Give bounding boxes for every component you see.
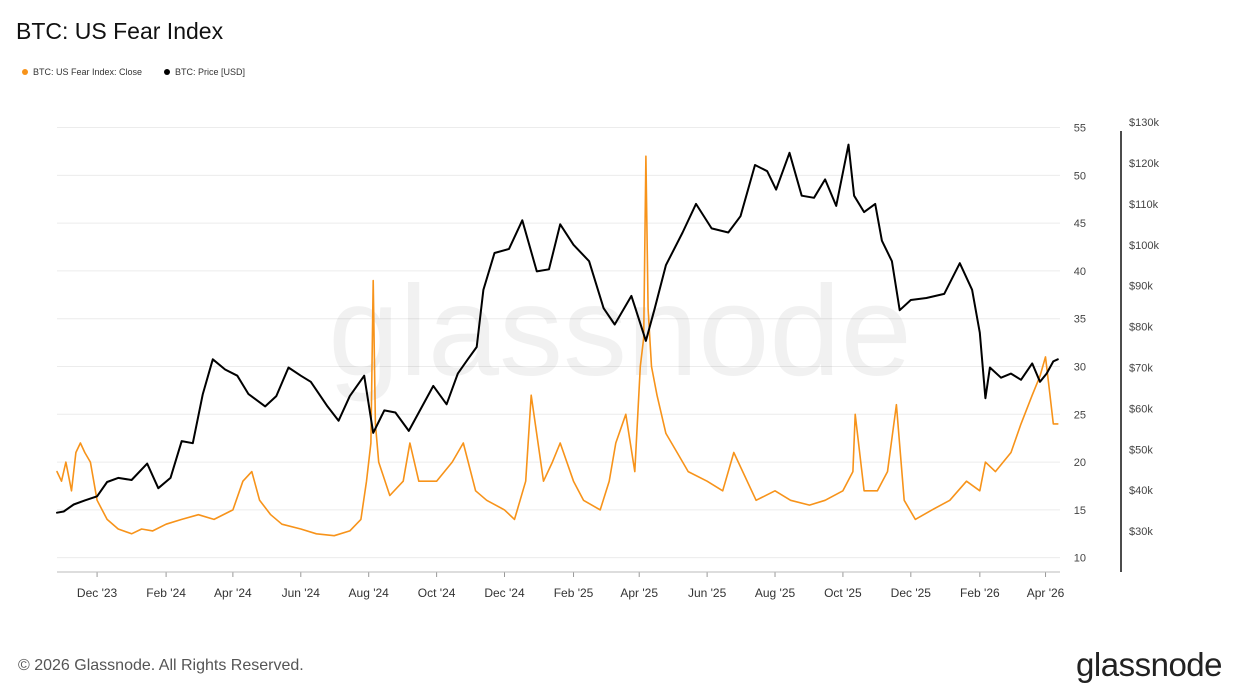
copyright-footer: © 2026 Glassnode. All Rights Reserved. bbox=[18, 657, 304, 674]
right-y-tick-label: $40k bbox=[1129, 485, 1153, 497]
right-y-tick-label: $60k bbox=[1129, 403, 1153, 415]
right-y-tick-label: $80k bbox=[1129, 322, 1153, 334]
x-tick-label: Aug '25 bbox=[755, 586, 796, 600]
legend-label-btc-price: BTC: Price [USD] bbox=[175, 67, 246, 77]
legend-label-fear-index: BTC: US Fear Index: Close bbox=[33, 67, 143, 77]
chart-legend: BTC: US Fear Index: Close BTC: Price [US… bbox=[22, 67, 245, 77]
fear-index-line bbox=[56, 155, 1059, 537]
right-y-tick-label: $130k bbox=[1129, 117, 1159, 129]
left-y-tick-label: 30 bbox=[1074, 362, 1086, 374]
x-tick-label: Feb '26 bbox=[960, 586, 1000, 600]
left-y-tick-label: 15 bbox=[1074, 505, 1086, 517]
x-axis: Dec '23 Feb '24 Apr '24 Jun '24 Aug '24 Oct '… bbox=[57, 571, 1065, 600]
right-y-tick-label: $90k bbox=[1129, 281, 1153, 293]
legend-item-fear-index[interactable]: BTC: US Fear Index: Close bbox=[22, 67, 142, 77]
legend-swatch-fear-index bbox=[22, 69, 28, 75]
glassnode-logo: glassnode bbox=[1076, 646, 1222, 683]
legend-item-btc-price[interactable]: BTC: Price [USD] bbox=[164, 67, 245, 77]
x-tick-label: Apr '25 bbox=[620, 586, 658, 600]
x-tick-label: Feb '24 bbox=[146, 586, 186, 600]
x-tick-label: Dec '23 bbox=[77, 586, 118, 600]
x-tick-label: Apr '24 bbox=[214, 586, 252, 600]
x-tick-label: Oct '25 bbox=[824, 586, 862, 600]
left-y-tick-label: 45 bbox=[1074, 218, 1086, 230]
right-y-tick-label: $100k bbox=[1129, 240, 1159, 252]
left-y-axis: 10 15 20 25 30 35 40 45 50 55 bbox=[1074, 123, 1086, 565]
legend-swatch-btc-price bbox=[164, 69, 171, 75]
right-y-tick-label: $120k bbox=[1129, 158, 1159, 170]
left-y-tick-label: 50 bbox=[1074, 170, 1086, 182]
right-y-tick-label: $50k bbox=[1129, 444, 1153, 456]
x-tick-label: Apr '26 bbox=[1027, 586, 1065, 600]
left-y-tick-label: 55 bbox=[1074, 123, 1086, 135]
chart-title: BTC: US Fear Index bbox=[16, 18, 224, 44]
series-lines bbox=[56, 143, 1059, 537]
x-tick-label: Oct '24 bbox=[418, 586, 456, 600]
x-tick-label: Dec '25 bbox=[891, 586, 932, 600]
left-y-tick-label: 35 bbox=[1074, 314, 1086, 326]
right-y-axis: $30k $40k $50k $60k $70k $80k $90k $100k $110k $1… bbox=[1129, 117, 1159, 538]
watermark: glassnode bbox=[328, 260, 912, 403]
chart-plot: glassnode Dec '23 Feb '24 Apr '24 Jun '24 Au… bbox=[56, 117, 1159, 600]
left-y-tick-label: 10 bbox=[1074, 553, 1086, 565]
x-tick-label: Jun '25 bbox=[688, 586, 727, 600]
right-y-tick-label: $110k bbox=[1129, 199, 1159, 211]
right-y-tick-label: $70k bbox=[1129, 362, 1153, 374]
left-y-tick-label: 40 bbox=[1074, 266, 1086, 278]
x-tick-label: Aug '24 bbox=[349, 586, 390, 600]
left-y-tick-label: 20 bbox=[1074, 457, 1086, 469]
btc-price-line bbox=[56, 143, 1059, 514]
right-y-tick-label: $30k bbox=[1129, 526, 1153, 538]
x-tick-label: Feb '25 bbox=[554, 586, 594, 600]
left-y-tick-label: 25 bbox=[1074, 409, 1086, 421]
x-tick-label: Jun '24 bbox=[282, 586, 321, 600]
x-tick-label: Dec '24 bbox=[484, 586, 525, 600]
